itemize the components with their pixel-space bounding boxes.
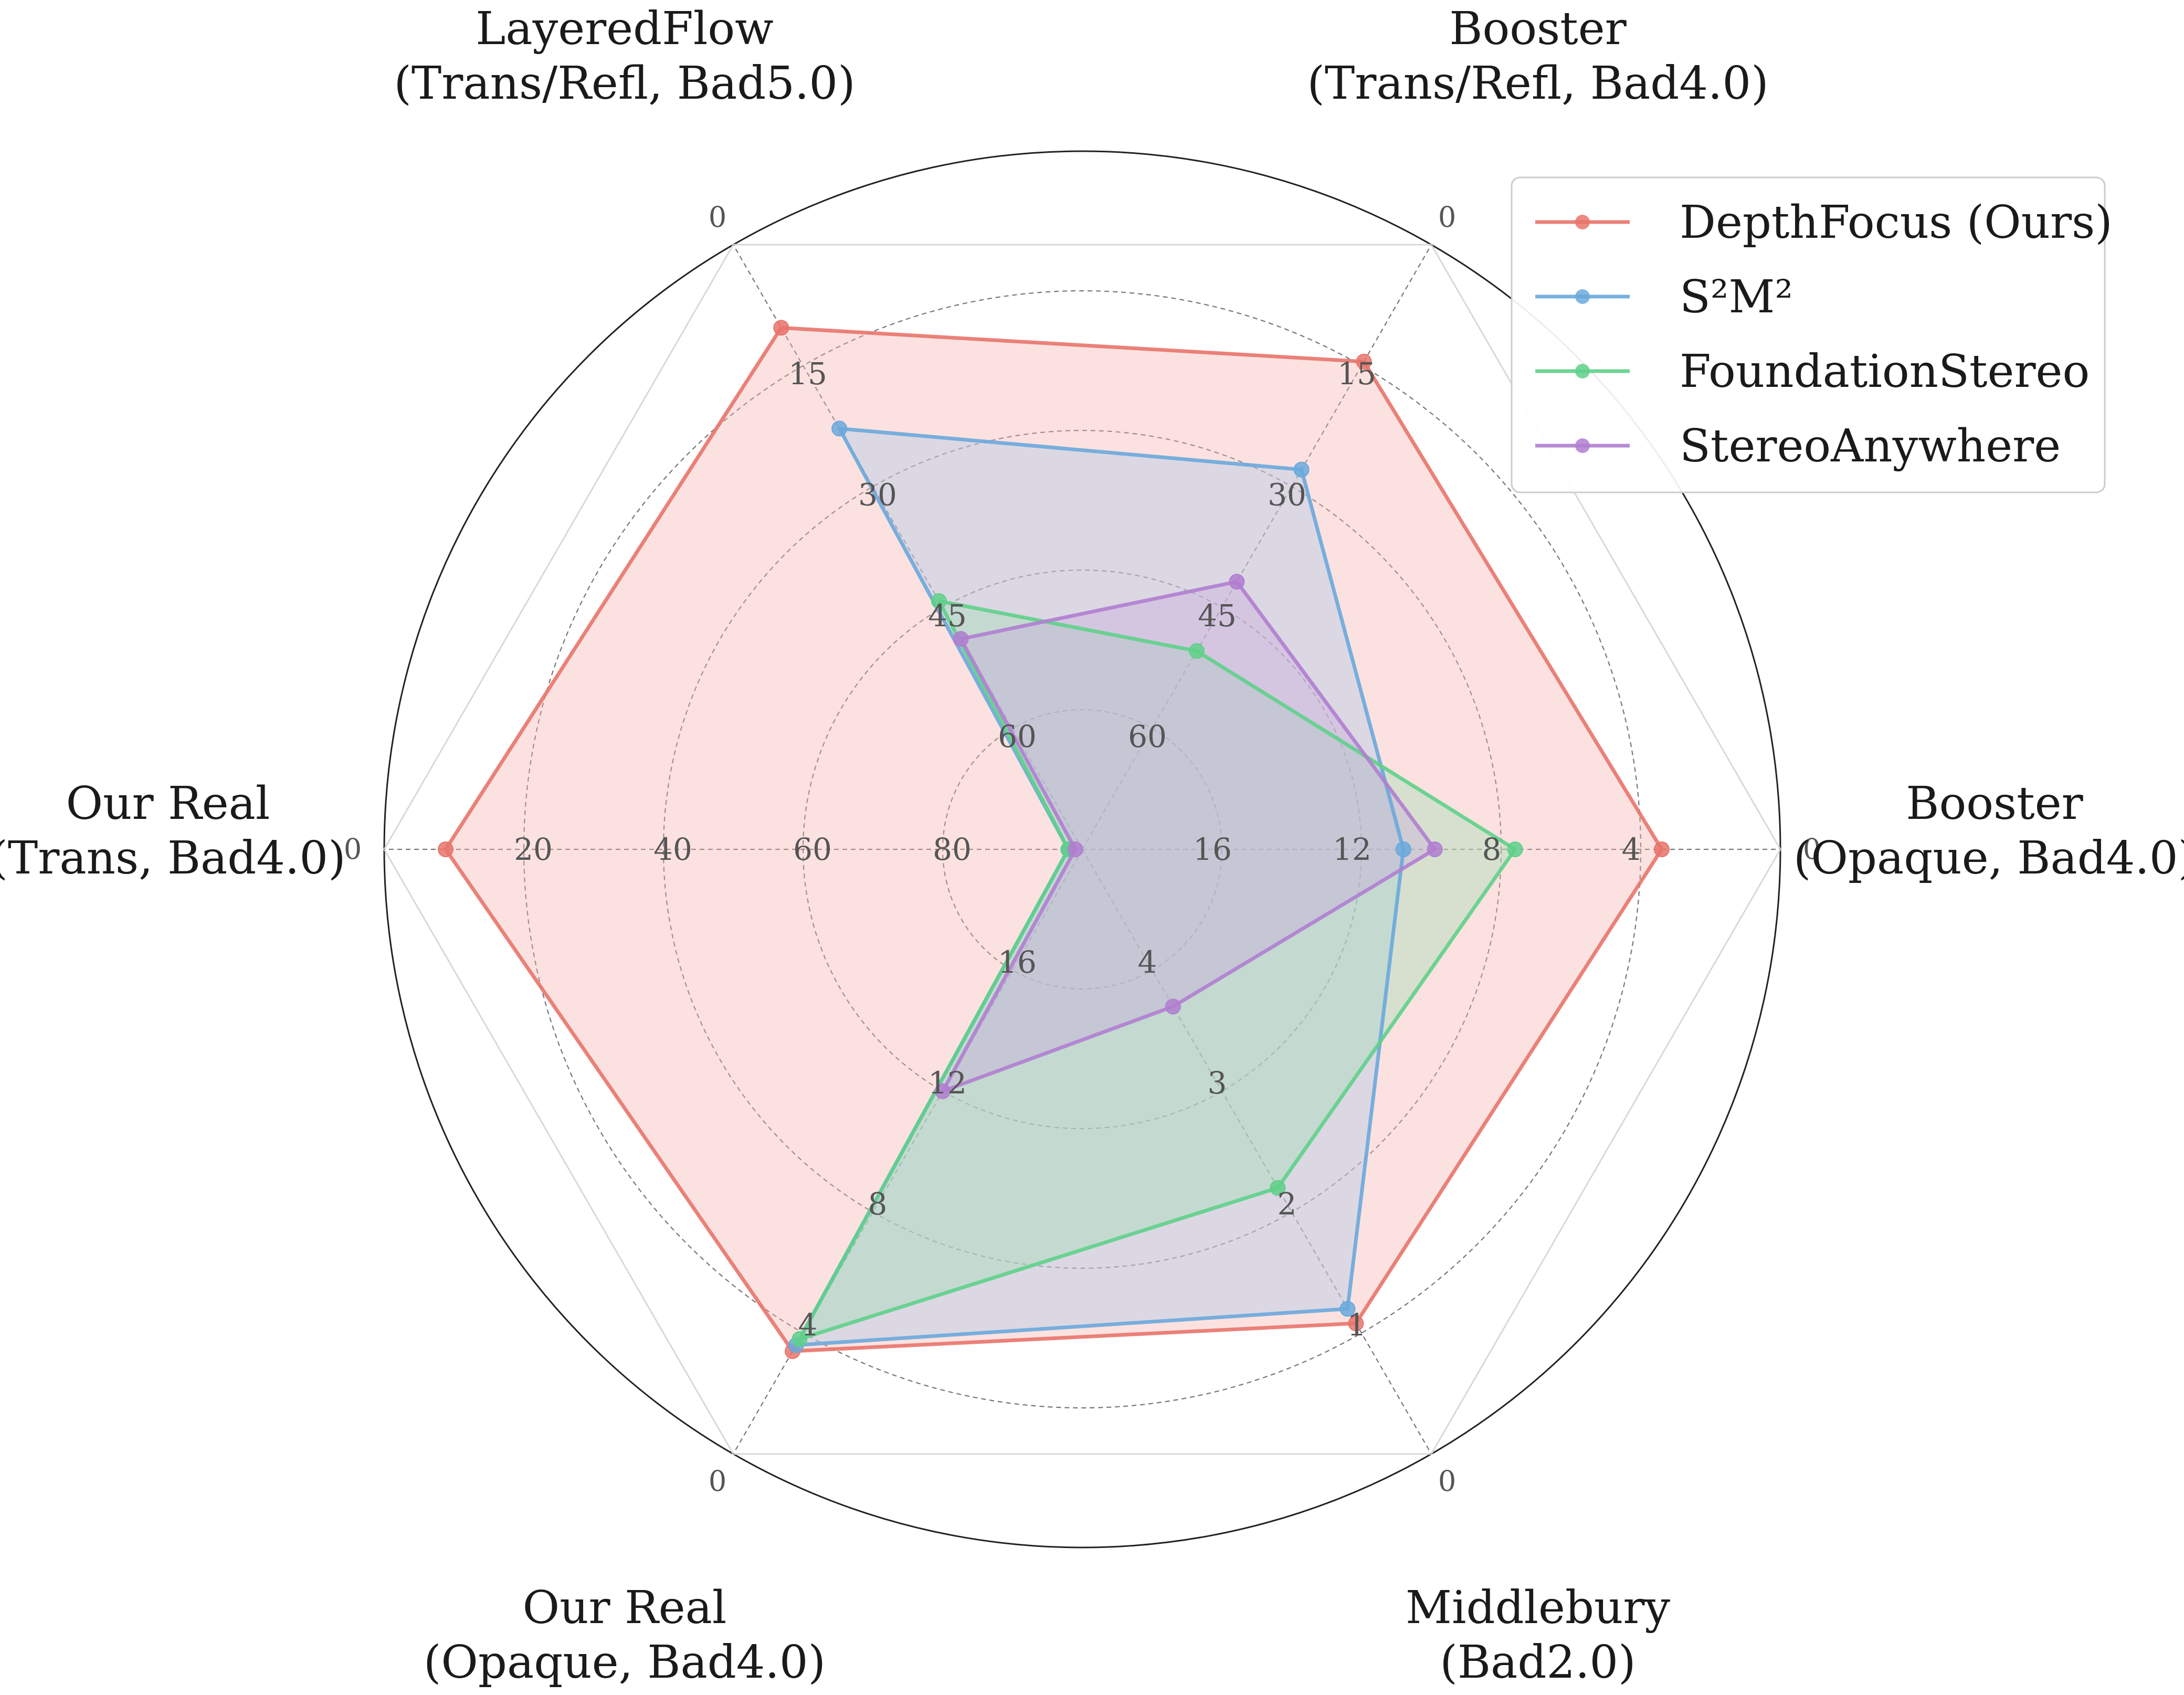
spoke-middlebury (1082, 849, 1432, 1455)
legend-marker-2 (1575, 364, 1590, 378)
tick-label-booster-opaque-16: 16 (1193, 831, 1232, 867)
zero-label-booster-trans: 0 (1438, 201, 1456, 234)
tick-label-middlebury-2: 2 (1278, 1186, 1297, 1222)
axis-title-our-real-trans: Our Real (Trans, Bad4.0) (0, 777, 346, 885)
axis-title-middlebury: Middlebury (Bad2.0) (1406, 1582, 1671, 1689)
series-point-0-middlebury (1348, 1315, 1364, 1332)
axis-title-our-real-opaque: Our Real (Opaque, Bad4.0) (424, 1582, 826, 1689)
series-point-3-our-real-opaque (935, 1083, 951, 1099)
spoke-layeredflow (733, 244, 1083, 850)
tick-label-our-real-opaque-12: 12 (928, 1065, 967, 1101)
series-point-1-middlebury (1339, 1301, 1356, 1317)
axis-title-booster-opaque: Booster (Opaque, Bad4.0) (1793, 777, 2184, 885)
legend-label-2: FoundationStereo (1680, 345, 2090, 398)
tick-label-booster-trans-60: 60 (1128, 719, 1167, 754)
zero-label-layeredflow: 0 (709, 201, 726, 234)
tick-label-booster-opaque-12: 12 (1333, 831, 1371, 867)
series-fill-3 (943, 582, 1435, 1091)
legend-label-1: S²M² (1680, 271, 1793, 323)
series-point-1-layeredflow (831, 420, 848, 437)
tick-label-our-real-trans-60: 60 (793, 831, 832, 867)
series-fill-1 (796, 428, 1404, 1345)
legend-label-3: StereoAnywhere (1680, 420, 2061, 472)
series-point-2-booster-trans (1189, 643, 1205, 659)
tick-label-our-real-trans-80: 80 (933, 831, 972, 867)
zero-label-our-real-trans: 0 (344, 833, 362, 866)
tick-label-booster-trans-30: 30 (1268, 477, 1306, 513)
tick-label-our-real-opaque-8: 8 (868, 1186, 888, 1222)
series-point-0-booster-trans (1356, 353, 1372, 370)
series-point-3-middlebury (1165, 998, 1181, 1015)
chart-legend: DepthFocus (Ours) S²M² FoundationStereo Ste… (1511, 176, 2113, 493)
series-fill-0 (446, 328, 1662, 1352)
series-point-2-booster-opaque (1507, 841, 1523, 857)
series-point-3-booster-trans (1229, 574, 1245, 590)
tick-label-middlebury-4: 4 (1138, 944, 1157, 980)
tick-label-our-real-trans-40: 40 (653, 831, 692, 867)
tick-label-layeredflow-15: 15 (788, 356, 827, 392)
series-point-2-layeredflow (931, 593, 947, 609)
series-point-3-layeredflow (953, 631, 969, 647)
series-point-2-our-real-opaque (792, 1331, 808, 1347)
tick-label-booster-opaque-4: 4 (1622, 831, 1641, 867)
radar-series (438, 320, 1670, 1360)
series-point-3-booster-opaque (1427, 841, 1443, 857)
series-point-0-our-real-trans (438, 841, 454, 857)
legend-marker-1 (1575, 289, 1590, 304)
series-fill-2 (799, 601, 1515, 1339)
tick-label-booster-trans-45: 45 (1198, 598, 1237, 634)
radar-axis-titles: Booster (Opaque, Bad4.0) Booster (Trans/Ref… (0, 3, 2184, 1689)
series-point-0-layeredflow (773, 320, 789, 336)
axis-title-layeredflow: LayeredFlow (Trans/Refl, Bad5.0) (394, 3, 855, 110)
grid-circle-2 (662, 429, 1502, 1269)
tick-label-booster-opaque-8: 8 (1482, 831, 1502, 867)
zero-label-middlebury: 0 (1438, 1465, 1456, 1498)
tick-label-middlebury-3: 3 (1208, 1065, 1227, 1101)
series-point-1-booster-opaque (1395, 841, 1411, 857)
tick-label-middlebury-1: 1 (1347, 1307, 1367, 1343)
tick-label-our-real-opaque-4: 4 (798, 1307, 818, 1343)
zero-label-booster-opaque: 0 (1803, 833, 1821, 866)
tick-label-layeredflow-60: 60 (998, 719, 1037, 754)
grid-circle-4 (942, 709, 1223, 990)
tick-label-our-real-opaque-16: 16 (998, 944, 1037, 980)
tick-label-layeredflow-45: 45 (928, 598, 967, 634)
tick-label-booster-trans-15: 15 (1337, 356, 1376, 392)
series-point-1-booster-trans (1293, 461, 1310, 478)
tick-label-our-real-trans-20: 20 (514, 831, 553, 867)
series-point-2-middlebury (1270, 1180, 1286, 1196)
legend-box (1511, 176, 2106, 493)
series-point-3-our-real-trans (1067, 841, 1083, 857)
series-point-0-booster-opaque (1653, 841, 1670, 857)
zero-label-our-real-opaque: 0 (709, 1465, 726, 1498)
legend-marker-0 (1575, 215, 1590, 229)
legend-marker-3 (1575, 438, 1590, 453)
spoke-booster-trans (1082, 244, 1432, 850)
axis-title-booster-trans: Booster (Trans/Refl, Bad4.0) (1307, 3, 1768, 110)
legend-label-0: DepthFocus (Ours) (1680, 196, 2113, 249)
tick-label-layeredflow-30: 30 (858, 477, 897, 513)
